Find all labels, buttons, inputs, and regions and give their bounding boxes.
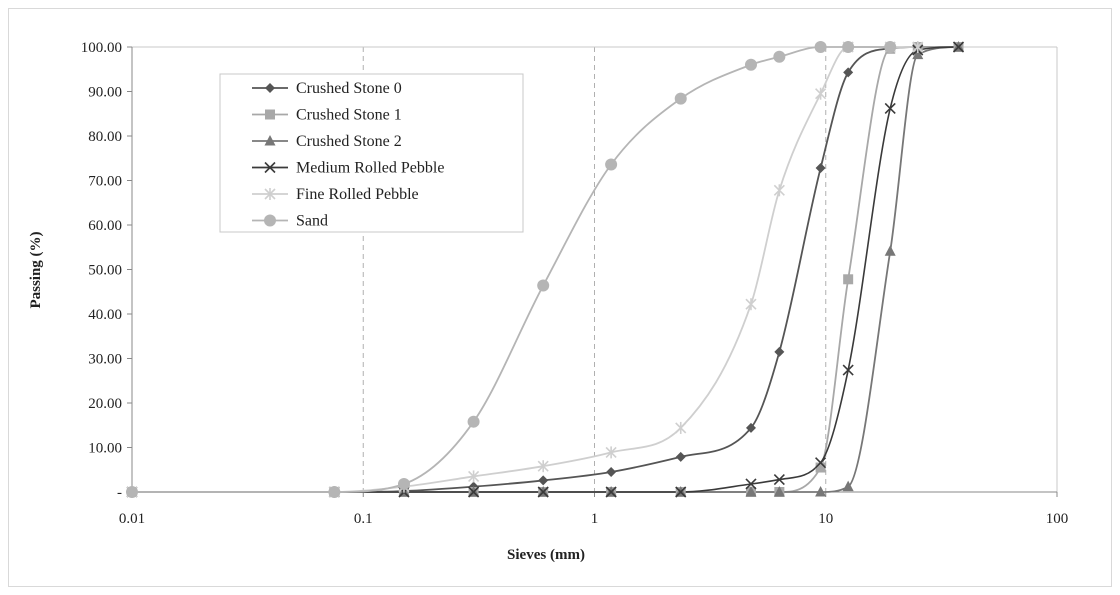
data-point-crushed-stone-1 xyxy=(843,274,854,285)
data-point-medium-rolled-pebble xyxy=(884,102,896,114)
data-point-fine-rolled-pebble xyxy=(815,87,827,100)
legend-label: Crushed Stone 1 xyxy=(296,107,402,124)
legend-swatch-marker xyxy=(265,83,275,93)
y-tick-label: 100.00 xyxy=(81,40,122,56)
data-point-fine-rolled-pebble xyxy=(773,184,785,197)
data-point-sand xyxy=(814,41,827,53)
legend-label: Crushed Stone 0 xyxy=(296,80,402,97)
legend-swatch-marker xyxy=(264,135,276,146)
legend-box xyxy=(219,73,524,233)
data-point-medium-rolled-pebble xyxy=(773,473,785,486)
legend-label: Medium Rolled Pebble xyxy=(296,160,444,177)
data-point-sand xyxy=(842,41,855,53)
data-point-sand xyxy=(328,486,341,498)
data-point-sand xyxy=(884,41,897,53)
chart-frame xyxy=(8,8,1112,587)
legend-swatch-marker xyxy=(264,188,276,200)
legend-entry-sand: Sand xyxy=(252,213,328,230)
legend-swatch-marker xyxy=(265,109,275,120)
data-point-sand xyxy=(397,477,410,490)
data-point-crushed-stone-0 xyxy=(843,67,854,78)
data-point-medium-rolled-pebble xyxy=(537,486,549,498)
data-point-crushed-stone-2 xyxy=(884,245,896,256)
series-markers xyxy=(126,41,965,498)
data-point-fine-rolled-pebble xyxy=(745,298,757,311)
data-point-fine-rolled-pebble xyxy=(912,41,924,53)
data-point-sand xyxy=(744,58,757,71)
data-point-medium-rolled-pebble xyxy=(952,41,965,53)
legend-entry-crushed-stone-0: Crushed Stone 0 xyxy=(252,80,402,97)
series-line-medium-rolled-pebble xyxy=(131,46,959,493)
legend-entry-medium-rolled-pebble: Medium Rolled Pebble xyxy=(252,160,444,177)
legend: Crushed Stone 0 Crushed Stone 1 Crushed St… xyxy=(219,73,524,233)
data-point-medium-rolled-pebble xyxy=(745,478,757,490)
data-point-sand xyxy=(674,92,687,105)
legend-entry-crushed-stone-1: Crushed Stone 1 xyxy=(252,107,402,124)
y-tick-label: - xyxy=(117,485,122,501)
data-point-crushed-stone-0 xyxy=(606,466,617,477)
data-point-crushed-stone-1 xyxy=(815,462,826,473)
data-point-sand xyxy=(537,279,550,292)
y-tick-label: 90.00 xyxy=(88,85,122,101)
data-point-crushed-stone-0 xyxy=(538,475,549,486)
y-tick-label: 10.00 xyxy=(88,441,122,457)
legend-swatch-marker xyxy=(264,214,276,227)
data-point-fine-rolled-pebble xyxy=(537,460,549,473)
x-tick-label: 0.1 xyxy=(354,511,373,527)
data-point-fine-rolled-pebble xyxy=(605,446,617,459)
data-point-medium-rolled-pebble xyxy=(675,486,687,498)
data-point-crushed-stone-0 xyxy=(745,422,756,433)
x-tick-label: 0.01 xyxy=(119,511,145,527)
data-point-medium-rolled-pebble xyxy=(815,457,827,469)
x-axis-title: Sieves (mm) xyxy=(507,547,585,563)
legend-entry-fine-rolled-pebble: Fine Rolled Pebble xyxy=(252,186,419,203)
data-point-crushed-stone-0 xyxy=(815,163,826,174)
y-tick-label: 70.00 xyxy=(88,174,122,190)
legend-swatch-marker xyxy=(264,161,276,174)
y-axis-title: Passing (%) xyxy=(28,231,44,308)
data-point-medium-rolled-pebble xyxy=(468,486,480,498)
y-tick-label: 80.00 xyxy=(88,129,122,145)
y-tick-label: 40.00 xyxy=(88,307,122,323)
data-point-sand xyxy=(126,486,138,498)
y-tick-label: 30.00 xyxy=(88,352,122,368)
data-point-sand xyxy=(467,415,480,428)
data-point-crushed-stone-0 xyxy=(675,451,686,462)
data-point-crushed-stone-2 xyxy=(912,48,924,60)
y-tick-label: 50.00 xyxy=(88,263,122,279)
data-point-sand xyxy=(605,158,618,171)
data-point-crushed-stone-2 xyxy=(745,486,757,497)
data-point-fine-rolled-pebble xyxy=(468,470,480,483)
data-point-medium-rolled-pebble xyxy=(605,486,617,498)
x-tick-label: 1 xyxy=(591,511,599,527)
y-tick-label: 60.00 xyxy=(88,218,122,234)
legend-label: Crushed Stone 2 xyxy=(296,133,402,150)
data-point-sand xyxy=(773,50,786,63)
data-point-fine-rolled-pebble xyxy=(675,421,687,434)
x-tick-label: 10 xyxy=(818,511,833,527)
data-point-crushed-stone-2 xyxy=(815,486,827,497)
data-point-crushed-stone-0 xyxy=(774,346,785,357)
legend-label: Fine Rolled Pebble xyxy=(296,186,419,203)
data-point-crushed-stone-2 xyxy=(773,486,785,497)
data-point-crushed-stone-2 xyxy=(842,480,854,492)
x-tick-label: 100 xyxy=(1046,511,1069,527)
y-tick-label: 20.00 xyxy=(88,396,122,412)
data-point-medium-rolled-pebble xyxy=(842,364,854,376)
axes: - 10.00 20.00 30.00 40.00 50.00 60.00 70.00 80.0… xyxy=(81,40,1069,527)
legend-label: Sand xyxy=(296,213,328,230)
legend-entry-crushed-stone-2: Crushed Stone 2 xyxy=(252,133,402,150)
